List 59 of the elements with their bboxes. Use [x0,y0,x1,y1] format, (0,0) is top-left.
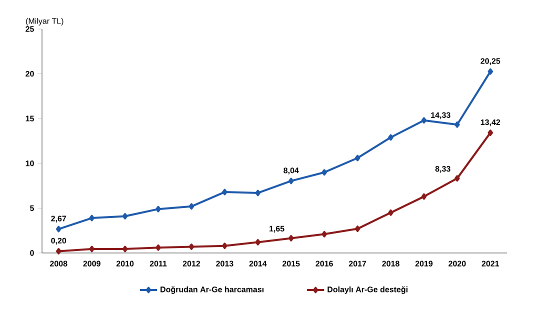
point [188,244,194,250]
x-tick-label: 2012 [182,260,200,266]
point [222,188,228,196]
data-label: 14,33 [431,112,450,120]
data-label: 2,67 [51,216,66,223]
point [188,203,194,210]
x-tick-label: 2014 [249,260,267,266]
point [388,209,394,216]
y-axis-title: (Milyar TL) [26,18,64,26]
point [56,226,62,232]
point [89,214,94,222]
y-tick-label: 5 [30,205,34,211]
point [255,190,261,196]
data-label: 1,65 [270,226,284,233]
point [156,206,161,212]
x-tick-label: 2010 [116,260,134,266]
point [122,246,128,252]
x-tick-label: 2020 [448,260,466,266]
point [421,193,427,200]
point [454,121,460,128]
point [454,175,460,182]
point [122,213,128,220]
point [322,230,327,238]
x-tick-label: 2018 [382,260,400,266]
data-label: 8,04 [284,168,299,174]
data-label: 13,42 [480,119,500,126]
legend-label: Dolaylı Ar-Ge desteği [328,286,408,294]
x-tick-label: 2011 [150,260,167,266]
data-label: 8,33 [435,166,450,173]
point [488,130,494,136]
point [56,248,62,254]
point [288,178,294,184]
x-tick-label: 2013 [216,260,234,266]
y-tick-label: 20 [26,70,34,77]
point [288,235,294,242]
x-tick-label: 2009 [83,260,100,266]
x-tick-label: 2008 [50,260,68,266]
point [421,117,427,124]
point [89,246,94,252]
y-tick-label: 0 [30,250,34,256]
point [488,68,494,75]
point [156,244,161,251]
y-tick-label: 10 [26,160,34,166]
x-tick-label: 2019 [415,260,433,266]
point [255,239,261,246]
x-tick-label: 2016 [316,260,333,266]
point [222,242,228,250]
point [354,226,360,232]
y-tick-label: 25 [26,26,34,32]
data-label: 0,20 [51,238,66,245]
y-tick-label: 15 [26,116,34,122]
legend-label: Doğrudan Ar-Ge harcaması [160,286,264,294]
x-tick-label: 2017 [348,260,366,266]
x-tick-label: 2015 [282,260,300,266]
point [322,169,327,176]
data-label: 20,25 [480,58,500,66]
point [354,154,360,162]
point [388,134,394,141]
x-tick-label: 2021 [482,260,500,266]
